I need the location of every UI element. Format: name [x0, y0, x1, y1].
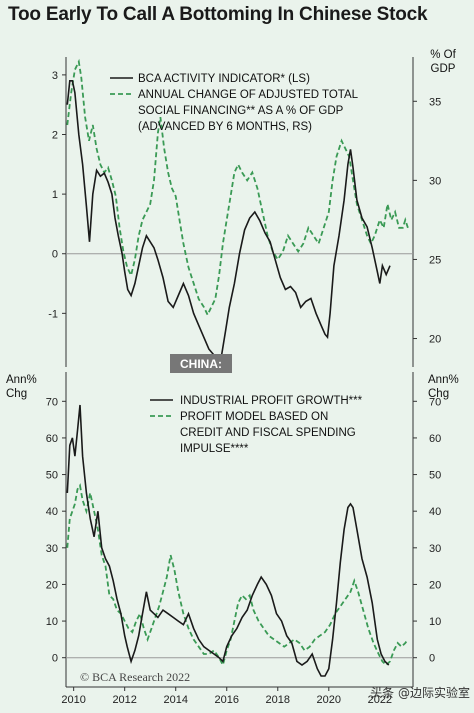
- y-tick-label-left: 40: [46, 506, 58, 518]
- x-tick-label: 2012: [112, 694, 136, 706]
- chart-title: Too Early To Call A Bottoming In Chinese…: [8, 4, 428, 25]
- y-tick-label-right: 35: [429, 96, 441, 108]
- y-tick-label-right: 40: [429, 506, 441, 518]
- y-tick-label-left: 30: [46, 543, 58, 555]
- bottom-left-ticks: 70 60 50 40 30 20 10 0: [46, 396, 66, 665]
- bottom-left-unit-line1: Ann%: [6, 374, 37, 386]
- y-tick-label-left: 50: [46, 470, 58, 482]
- y-tick-label-right: 20: [429, 334, 441, 346]
- series-line-industrial-profit: [66, 404, 390, 677]
- y-tick-label-left: 0: [52, 653, 58, 665]
- bottom-left-unit-line2: Chg: [6, 388, 27, 400]
- x-tick-label: 2020: [317, 694, 341, 706]
- y-tick-label-right: 70: [429, 396, 441, 408]
- legend-label-profit-model: PROFIT MODEL BASED ON CREDIT AND FISCAL S…: [180, 411, 356, 455]
- y-tick-label-right: 30: [429, 175, 441, 187]
- watermark: 头条 @边际实验室: [370, 685, 470, 700]
- region-label-text: CHINA:: [180, 357, 222, 371]
- y-tick-label-left: 10: [46, 616, 58, 628]
- y-tick-label-right: 25: [429, 254, 441, 266]
- x-tick-label: 2014: [163, 694, 187, 706]
- y-tick-label-left: 20: [46, 579, 58, 591]
- y-tick-label-left: 2: [52, 130, 58, 142]
- y-tick-label-right: 10: [429, 616, 441, 628]
- x-tick-label: 2022: [368, 694, 392, 706]
- bottom-right-unit-line2: Chg: [428, 388, 449, 400]
- y-tick-label-left: 3: [52, 70, 58, 82]
- bottom-right-ticks: 70 60 50 40 30 20 10 0: [413, 396, 441, 665]
- y-tick-label-right: 50: [429, 470, 441, 482]
- y-tick-label-left: 1: [52, 189, 58, 201]
- legend-label-bca-activity: BCA ACTIVITY INDICATOR* (LS): [138, 73, 310, 85]
- y-tick-label-left: 0: [52, 249, 58, 261]
- source-credit: © BCA Research 2022: [80, 670, 190, 684]
- x-tick-label: 2010: [61, 694, 85, 706]
- y-tick-label-right: 60: [429, 433, 441, 445]
- top-panel: % Of GDP 3 2 1 0 -1 35 30 25 20 BCA ACTIVITY IN…: [48, 49, 457, 367]
- y-tick-label-right: 20: [429, 579, 441, 591]
- x-tick-label: 2018: [266, 694, 290, 706]
- legend-label-industrial-profit: INDUSTRIAL PROFIT GROWTH***: [180, 395, 363, 407]
- series-line-social-financing: [66, 58, 409, 317]
- top-left-ticks: 3 2 1 0 -1: [48, 70, 66, 320]
- region-label: CHINA:: [170, 354, 232, 373]
- region-label-box: [170, 354, 232, 373]
- y-tick-label-left: -1: [48, 308, 58, 320]
- legend-label-social-financing: ANNUAL CHANGE OF ADJUSTED TOTAL SOCIAL FI…: [138, 89, 359, 133]
- series-line-profit-model: [66, 483, 409, 668]
- y-tick-label-right: 30: [429, 543, 441, 555]
- y-tick-label-left: 60: [46, 433, 58, 445]
- top-right-ticks: 35 30 25 20: [413, 96, 441, 346]
- top-right-unit-line2: GDP: [431, 63, 456, 75]
- x-axis-ticks: 2010 2012 2014 2016 2018 2020 2022: [61, 687, 392, 706]
- x-tick-label: 2016: [215, 694, 239, 706]
- bottom-right-unit-line1: Ann%: [428, 374, 459, 386]
- y-tick-label-right: 0: [429, 653, 435, 665]
- top-right-unit-line1: % Of: [430, 49, 456, 61]
- y-tick-label-left: 70: [46, 396, 58, 408]
